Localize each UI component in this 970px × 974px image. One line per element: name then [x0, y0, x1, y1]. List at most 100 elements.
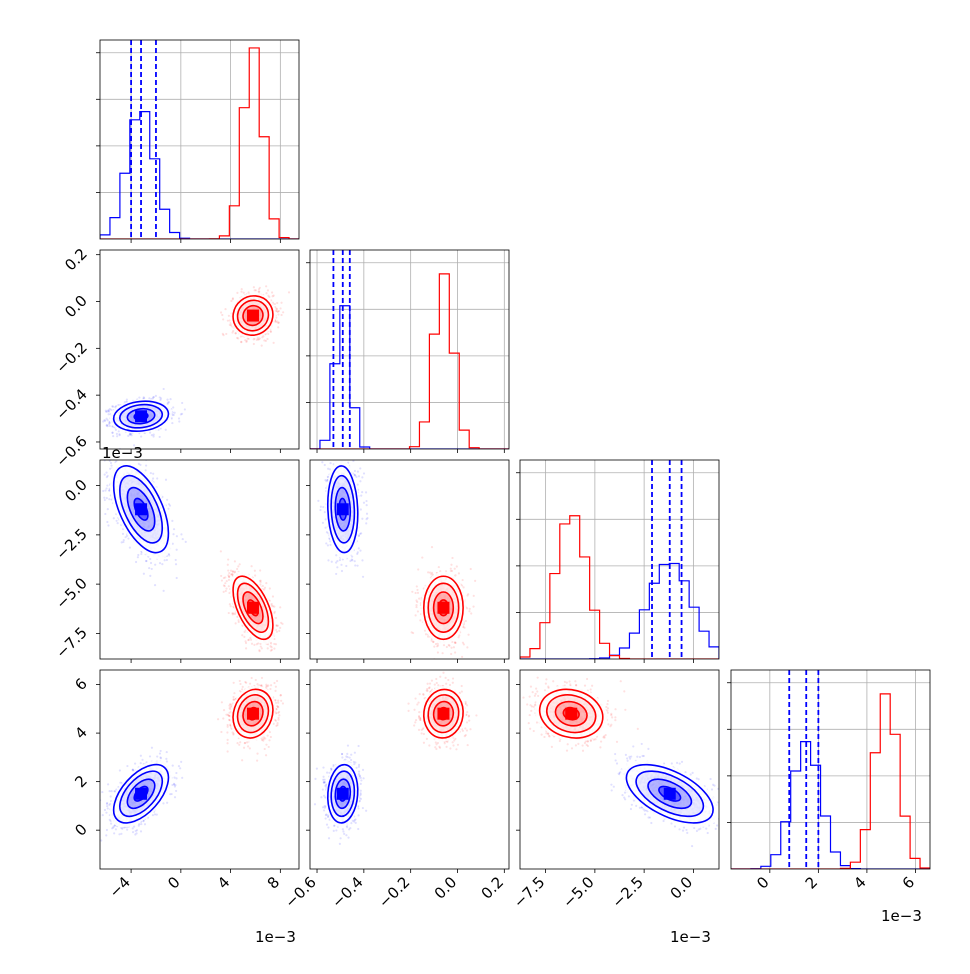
scatter-point	[152, 477, 154, 479]
histogram-series-0	[310, 306, 509, 449]
scatter-point	[148, 567, 150, 569]
scatter-point	[240, 341, 242, 343]
scatter-point	[112, 435, 114, 437]
panel-1-0: −0.6−0.4−0.20.00.2	[52, 245, 299, 471]
scatter-point	[259, 569, 261, 571]
scatter-point	[107, 524, 109, 526]
scatter-point	[272, 595, 274, 597]
scatter-point	[271, 659, 273, 661]
scatter-point	[149, 575, 151, 577]
scatter-point	[266, 338, 268, 340]
scatter-point	[236, 292, 238, 294]
scatter-point	[166, 499, 168, 501]
scatter-point	[227, 320, 229, 322]
scatter-point	[150, 472, 152, 474]
scatter-point	[223, 591, 225, 593]
scatter-point	[175, 563, 177, 565]
scatter-point	[118, 430, 120, 432]
density-peak	[247, 310, 259, 322]
scatter-point	[227, 564, 229, 566]
scatter-point	[235, 332, 237, 334]
scatter-point	[259, 581, 261, 583]
scatter-point	[261, 345, 263, 347]
scatter-point	[165, 479, 167, 481]
scatter-point	[235, 622, 237, 624]
scatter-point	[250, 639, 252, 641]
scatter-point	[274, 303, 276, 305]
y-tick-label: −0.4	[52, 385, 90, 423]
scatter-point	[265, 292, 267, 294]
scatter-point	[221, 579, 223, 581]
scatter-point	[145, 464, 147, 466]
scatter-point	[180, 533, 182, 535]
panel-2-0: −7.5−5.0−2.50.0	[52, 442, 299, 663]
scatter-point	[104, 513, 106, 515]
scatter-point	[105, 487, 107, 489]
scatter-point	[151, 568, 153, 570]
scatter-point	[230, 605, 232, 607]
panel-body-2-0	[91, 442, 286, 662]
scatter-point	[171, 520, 173, 522]
scatter-point	[171, 422, 173, 424]
scatter-point	[164, 559, 166, 561]
scatter-point	[282, 311, 284, 313]
density-peak	[135, 503, 147, 515]
scatter-point	[228, 612, 230, 614]
scatter-point	[108, 413, 110, 415]
scatter-point	[152, 473, 154, 475]
scatter-point	[231, 331, 233, 333]
scatter-point	[126, 398, 128, 400]
scatter-point	[85, 416, 87, 418]
scatter-point	[102, 490, 104, 492]
scatter-point	[163, 388, 165, 390]
scatter-point	[178, 417, 180, 419]
scatter-point	[221, 314, 223, 316]
scatter-point	[277, 313, 279, 315]
scatter-point	[271, 649, 273, 651]
scatter-point	[121, 541, 123, 543]
y-tick-label: 0.2	[61, 245, 91, 275]
scatter-point	[165, 429, 167, 431]
scatter-point	[246, 340, 248, 342]
scatter-point	[271, 291, 273, 293]
scatter-point	[161, 563, 163, 565]
scatter-point	[277, 326, 279, 328]
scatter-point	[103, 497, 105, 499]
scatter-point	[275, 660, 277, 662]
scatter-point	[263, 339, 265, 341]
scatter-point	[145, 469, 147, 471]
scatter-point	[254, 574, 256, 576]
scatter-point	[257, 338, 259, 340]
scatter-point	[228, 315, 230, 317]
scatter-point	[129, 433, 131, 435]
scatter-point	[105, 472, 107, 474]
scatter-point	[167, 508, 169, 510]
scatter-point	[106, 484, 108, 486]
scatter-point	[111, 432, 113, 434]
scatter-point	[153, 434, 155, 436]
scatter-point	[116, 520, 118, 522]
scatter-point	[253, 338, 255, 340]
scatter-point	[237, 565, 239, 567]
scatter-point	[115, 429, 117, 431]
scatter-point	[97, 417, 99, 419]
scatter-point	[276, 320, 278, 322]
scatter-point	[135, 561, 137, 563]
scatter-point	[166, 399, 168, 401]
scatter-point	[118, 433, 120, 435]
scatter-point	[117, 522, 119, 524]
scatter-point	[110, 465, 112, 467]
scatter-point	[231, 612, 233, 614]
scatter-point	[153, 396, 155, 398]
scatter-point	[172, 533, 174, 535]
panel-body-0-0	[100, 40, 299, 239]
scatter-point	[108, 498, 110, 500]
scatter-point	[240, 291, 242, 293]
scatter-point	[109, 468, 111, 470]
scatter-point	[265, 285, 267, 287]
scatter-point	[273, 342, 275, 344]
scatter-point	[276, 308, 278, 310]
scatter-point	[175, 559, 177, 561]
scatter-point	[117, 404, 119, 406]
